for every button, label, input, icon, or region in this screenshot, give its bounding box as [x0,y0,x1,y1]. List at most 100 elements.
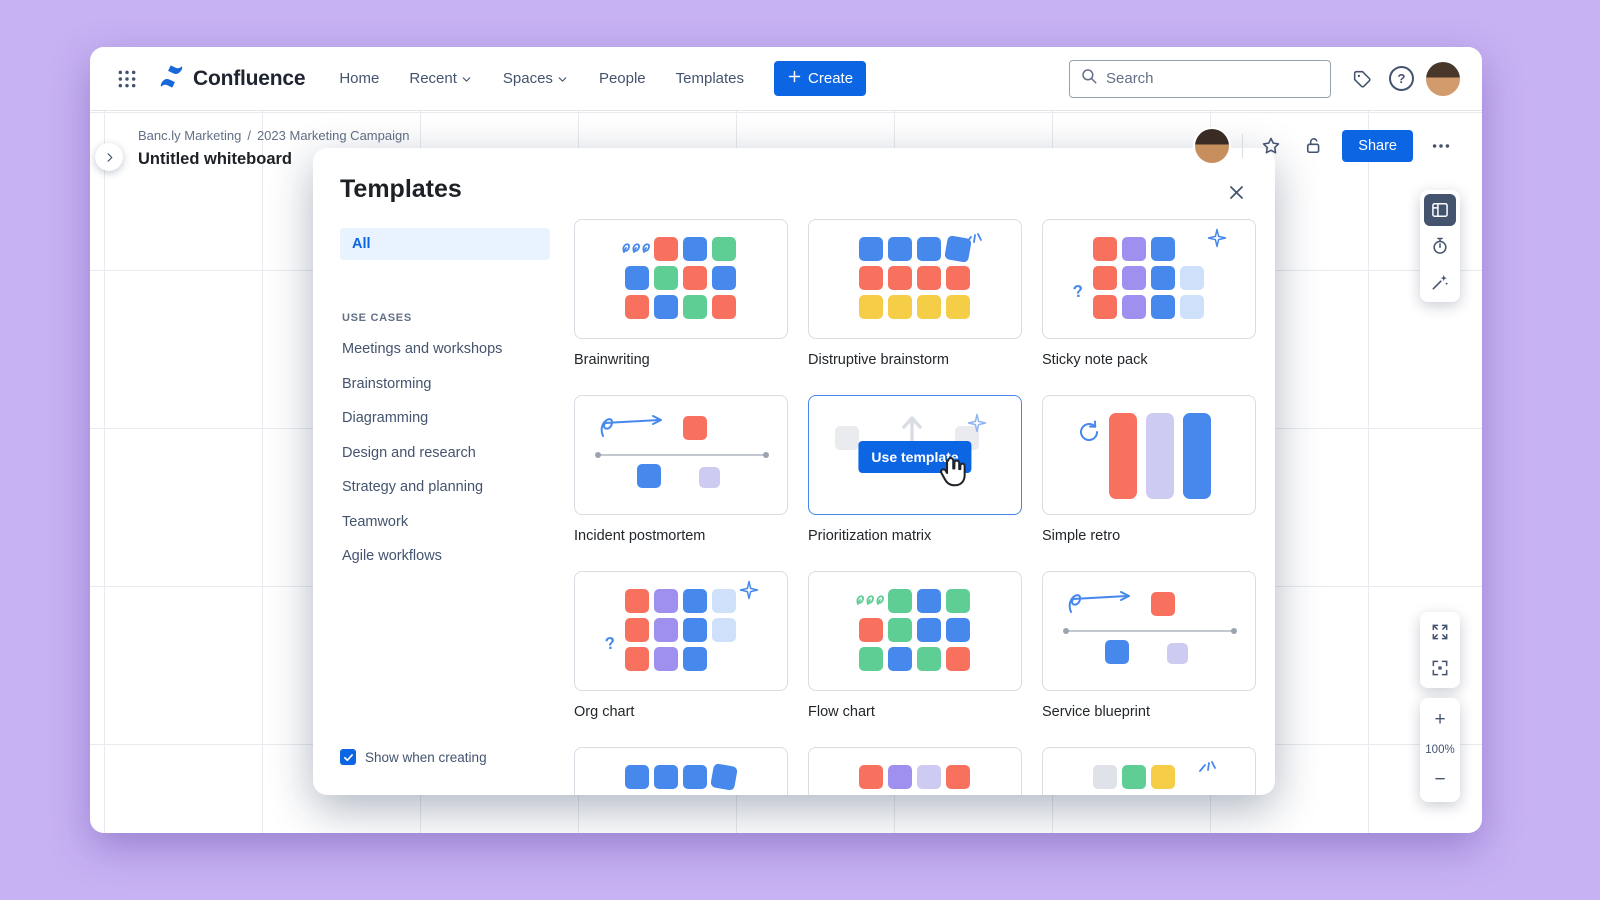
star-icon[interactable] [1256,131,1286,161]
tools-panel [1420,190,1460,302]
nav-item-home[interactable]: Home [339,70,379,87]
template-card-partial[interactable] [808,747,1022,795]
nav-item-people[interactable]: People [599,70,646,87]
thumb-square [1151,295,1175,319]
confluence-brand[interactable]: Confluence [158,64,306,94]
template-card-flow-chart[interactable]: Flow chart [808,571,1022,720]
template-name: Org chart [574,704,635,720]
nav-item-templates[interactable]: Templates [676,70,744,87]
thumb-grid [859,765,970,789]
help-icon[interactable]: ? [1389,66,1414,91]
retro-column [1183,413,1211,499]
template-name: Distruptive brainstorm [808,352,950,368]
board-title[interactable]: Untitled whiteboard [138,150,292,168]
close-icon[interactable] [1223,179,1249,205]
arrow-up-icon [901,414,923,447]
show-when-creating-label: Show when creating [365,749,487,765]
thumb-square [888,589,912,613]
confluence-logo-icon [158,64,185,94]
thumb-grid [859,235,972,319]
thumb-square [917,765,941,789]
thumb-square [888,295,912,319]
focus-icon[interactable] [1424,652,1456,684]
nav-item-spaces[interactable]: Spaces [503,70,569,87]
template-card-partial[interactable] [1042,747,1256,795]
show-when-creating-checkbox[interactable] [340,749,356,765]
template-card-sticky-note-pack[interactable]: ? Sticky note pack [1042,219,1256,368]
template-card-distruptive-brainstorm[interactable]: Distruptive brainstorm [808,219,1022,368]
thumb-grid [625,589,736,671]
laser-pointer-icon[interactable] [1424,266,1456,298]
thumb-square [1093,295,1117,319]
brand-name: Confluence [193,66,306,90]
create-button[interactable]: Create [774,61,867,96]
template-name: Brainwriting [574,352,650,368]
timeline-line [595,452,769,458]
thumb-square [625,765,649,789]
thumb-square [1151,765,1175,789]
nav-right: ? [1347,61,1460,96]
share-button[interactable]: Share [1342,130,1413,162]
sidebar-expand-button[interactable] [95,143,123,171]
template-card-simple-retro[interactable]: Simple retro [1042,395,1256,544]
template-card-partial[interactable] [574,747,788,795]
template-thumbnail [808,747,1022,795]
nav-item-label: People [598,70,646,87]
nav-item-label: Recent [409,70,457,87]
usecase-item-teamwork[interactable]: Teamwork [342,513,409,530]
thumb-square [654,295,678,319]
template-card-service-blueprint[interactable]: Service blueprint [1042,571,1256,720]
template-card-incident-postmortem[interactable]: Incident postmortem [574,395,788,544]
thumb-square [712,618,736,642]
thumb-empty [712,647,736,671]
template-card-prioritization-matrix[interactable]: Use template Prioritization matrix [808,395,1022,544]
collaborator-avatar[interactable] [1195,129,1230,163]
thumb-square [1151,237,1175,261]
template-card-org-chart[interactable]: ? Org chart [574,571,788,720]
question-icon: ? [1071,281,1085,302]
usecase-item-agile-workflows[interactable]: Agile workflows [342,548,442,565]
thumb-square [625,295,649,319]
timer-icon[interactable] [1424,230,1456,262]
template-name: Simple retro [1042,528,1121,544]
more-icon[interactable] [1426,131,1456,161]
unlock-icon[interactable] [1299,131,1329,161]
breadcrumb-space[interactable]: Banc.ly Marketing [138,128,242,143]
usecase-item-design-and-research[interactable]: Design and research [342,444,476,461]
sparkle-icon [967,413,987,438]
template-card-brainwriting[interactable]: Brainwriting [574,219,788,368]
burst-icon [1197,752,1219,779]
show-when-creating: Show when creating [340,749,487,765]
zoom-out-button[interactable]: − [1434,769,1446,790]
loop-arrow-icon [595,412,673,447]
usecase-item-diagramming[interactable]: Diagramming [342,410,429,427]
filter-all[interactable]: All [340,228,550,260]
thumb-square [1180,295,1204,319]
thumb-square [654,765,678,789]
thumb-square [1093,765,1117,789]
thumb-grid [856,589,970,671]
templates-grid: Brainwriting Distruptive brainstorm? Stick… [574,219,1258,795]
usecase-item-meetings-and-workshops[interactable]: Meetings and workshops [342,341,503,358]
zoom-in-button[interactable]: + [1434,709,1446,730]
breadcrumb-page[interactable]: 2023 Marketing Campaign [256,128,410,143]
user-avatar[interactable] [1426,61,1460,96]
search-input[interactable] [1106,70,1320,87]
thumb-square [859,266,883,290]
app-switcher-icon[interactable] [112,64,142,94]
templates-panel-button[interactable] [1424,194,1456,226]
template-name: Flow chart [808,704,875,720]
usecase-item-strategy-and-planning[interactable]: Strategy and planning [342,479,484,496]
template-thumbnail [1042,395,1256,515]
use-template-button[interactable]: Use template [858,441,972,473]
usecase-item-brainstorming[interactable]: Brainstorming [342,375,432,392]
fit-to-screen-icon[interactable] [1424,616,1456,648]
burst-icon [963,224,985,251]
thumb-grid [622,237,736,319]
template-name: Sticky note pack [1042,352,1148,368]
timeline-line [1063,628,1237,634]
thumb-square [654,266,678,290]
nav-item-recent[interactable]: Recent [409,70,473,87]
thumb-square [683,237,707,261]
tag-icon[interactable] [1347,64,1377,94]
